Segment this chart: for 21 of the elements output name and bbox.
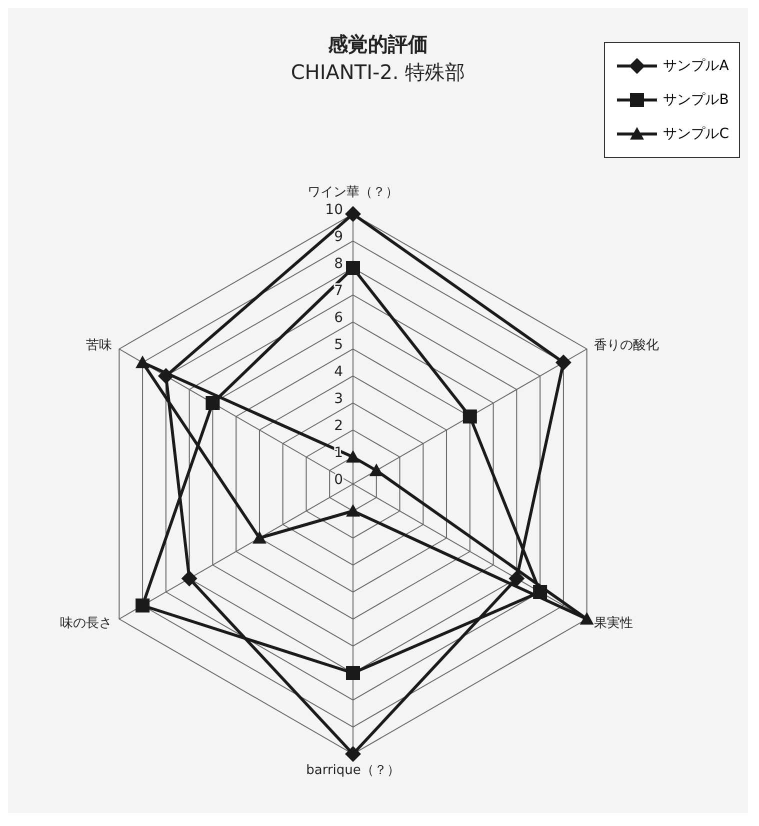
y-tick-label: 6 [334,310,344,326]
y-tick-label: 5 [334,337,343,353]
y-tick-label: 8 [334,256,343,272]
spoke-label: barrique（？） [306,763,400,778]
chart-title: 感覚的評価 [327,31,429,58]
legend-label: サンプルA [663,58,729,74]
spoke-label: 苦味 [86,338,112,353]
y-tick-label: 2 [334,418,343,434]
text: CHIANTI-2. 特殊部 [290,60,466,84]
y-tick-label: 7 [334,283,343,299]
spoke-label: ワイン華（？） [308,185,398,200]
y-tick-label: 10 [325,202,343,218]
legend-label: サンプルC [663,126,729,142]
y-tick-label: 3 [334,391,343,407]
y-tick-label: 9 [334,229,343,245]
y-tick-label: 4 [334,364,344,380]
spoke-label: 果実性 [594,615,633,631]
y-tick-label: 0 [334,472,343,488]
spoke-label: 味の長さ [60,616,112,631]
legend-label: サンプルB [663,92,729,108]
spoke-label: 香りの酸化 [594,338,659,353]
